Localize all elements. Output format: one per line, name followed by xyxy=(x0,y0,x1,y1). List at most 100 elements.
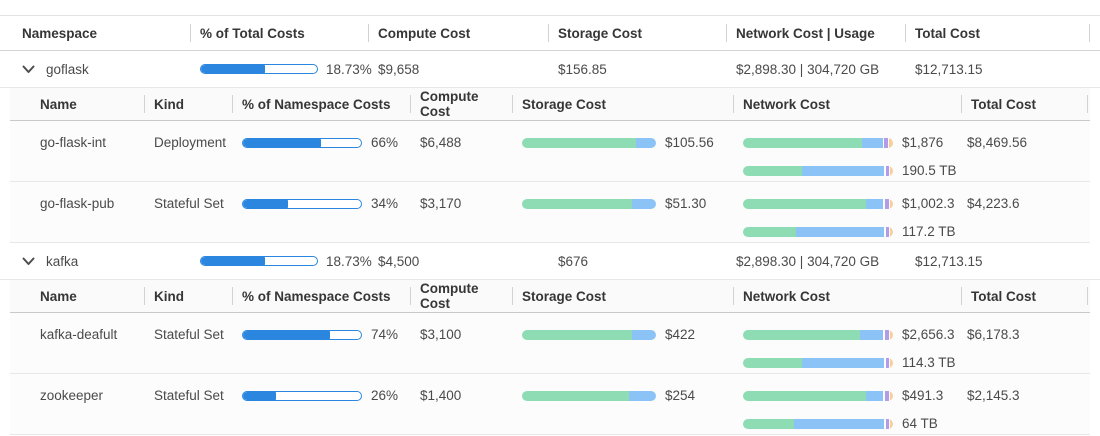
workload-name-cell: zookeeper xyxy=(10,374,144,434)
network-cost-usage-value-cell: $2,898.30 | 304,720 GB xyxy=(726,62,905,77)
workload-name: kafka-deafult xyxy=(40,327,118,342)
namespace-name-cell: kafka xyxy=(12,254,190,269)
bar-fill xyxy=(201,257,265,265)
network-cost-value: $2,656.3 xyxy=(902,327,955,342)
total-cost-value: $8,469.56 xyxy=(967,135,1028,150)
pct-of-total-cell: 18.73% xyxy=(190,62,372,77)
storage-bar-line: $422 xyxy=(522,327,733,342)
chevron-down-icon[interactable] xyxy=(22,65,35,74)
storage-cost-cell: $51.30 xyxy=(512,182,733,242)
storage-cost-value-cell: $676 xyxy=(548,254,726,269)
namespace-name: goflask xyxy=(46,61,89,77)
network-cost-bar xyxy=(743,329,893,340)
workload-kind-cell: Stateful Set xyxy=(144,313,232,373)
bar-segment-orange xyxy=(890,357,893,368)
storage-cost-cell: $254 xyxy=(512,374,733,434)
workload-name: zookeeper xyxy=(40,388,104,403)
workload-kind-cell: Stateful Set xyxy=(144,182,232,242)
network-cost-value: $491.3 xyxy=(902,388,944,403)
total-cost-cell: $4,223.6 xyxy=(961,182,1090,242)
bar-segment-orange xyxy=(890,390,893,401)
namespace-row[interactable]: kafka 18.73% $4,500 $676 $2,898.30 | 304,720… xyxy=(0,243,1100,280)
bar-segment-purple xyxy=(885,165,889,176)
total-cost-cell: $8,469.56 xyxy=(961,121,1090,181)
workload-row: go-flask-int Deployment 66% $6,488 $105.56 $1… xyxy=(10,121,1090,182)
bar-segment-green xyxy=(743,226,796,237)
table-body: goflask 18.73% $9,658 $156.85 $2,898.30 | 30… xyxy=(0,51,1100,435)
nested-header-name: Name xyxy=(40,96,77,112)
storage-cost-value: $156.85 xyxy=(558,61,607,77)
bar-segment-orange xyxy=(890,418,893,429)
bar-segment-blue xyxy=(801,165,884,176)
storage-cost-value: $51.30 xyxy=(665,196,707,211)
workload-name: go-flask-int xyxy=(40,135,107,150)
bar-segment-orange xyxy=(889,137,893,148)
compute-cost-value: $3,100 xyxy=(420,327,462,342)
storage-cost-bar xyxy=(522,198,656,209)
nested-header-total-cost: Total Cost xyxy=(961,88,1090,120)
main-header-pct-of-total-costs: % of Total Costs xyxy=(190,16,368,50)
network-usage-bar xyxy=(743,226,893,237)
network-cost-cell: $1,002.3 117.2 TB xyxy=(733,182,961,242)
workload-row: zookeeper Stateful Set 26% $1,400 $254 $491.3… xyxy=(10,374,1090,435)
bar-segment-blue xyxy=(866,390,884,401)
storage-bar-line: $51.30 xyxy=(522,196,733,211)
total-cost-cell: $6,178.3 xyxy=(961,313,1090,373)
compute-cost-value: $9,658 xyxy=(378,61,420,77)
network-usage-line: 114.3 TB xyxy=(743,355,961,370)
total-cost-value: $4,223.6 xyxy=(967,196,1020,211)
bar-segment-purple xyxy=(885,357,889,368)
storage-cost-value: $676 xyxy=(558,253,589,269)
main-header-storage-cost: Storage Cost xyxy=(548,16,726,50)
pct-of-namespace-value: 34% xyxy=(371,196,399,211)
pct-of-total-cell: 18.73% xyxy=(190,254,372,269)
compute-cost-value: $6,488 xyxy=(420,135,462,150)
bar-segment-green xyxy=(522,329,632,340)
bar-segment-green xyxy=(743,137,862,148)
nested-header-pct-of-namespace-costs: % of Namespace Costs xyxy=(232,88,410,120)
namespace-name-cell: goflask xyxy=(12,62,190,77)
chevron-down-icon[interactable] xyxy=(22,257,35,266)
nested-header-name: Name xyxy=(40,288,77,304)
total-cost-cell: $2,145.3 xyxy=(961,374,1090,434)
network-cost-usage-value: $2,898.30 | 304,720 GB xyxy=(736,61,880,77)
nested-header-compute-cost: Compute Cost xyxy=(410,280,512,312)
namespace-costs-bar xyxy=(242,137,362,148)
bar-segment-blue xyxy=(631,198,656,209)
bar-segment-blue xyxy=(629,390,656,401)
pct-of-namespace-cell: 34% xyxy=(232,182,410,242)
bar-segment-green xyxy=(743,329,860,340)
workloads-section: Name Kind% of Namespace Costs Compute Cost… xyxy=(10,280,1090,435)
pct-of-namespace-cell: 74% xyxy=(232,313,410,373)
bar-segment-blue xyxy=(860,329,884,340)
bar-segment-purple xyxy=(884,198,889,209)
network-cost-cell: $491.3 64 TB xyxy=(733,374,961,434)
pct-of-namespace-cell: 26% xyxy=(232,374,410,434)
main-header-row: Namespace % of Total Costs Compute Cost Sto… xyxy=(0,15,1100,51)
network-usage-bar xyxy=(743,165,893,176)
nested-header-row: Name Kind% of Namespace Costs Compute Cost… xyxy=(10,88,1090,121)
workload-row: kafka-deafult Stateful Set 74% $3,100 $422 $2… xyxy=(10,313,1090,374)
pct-bar-line: 74% xyxy=(242,327,410,342)
main-header-network-cost-usage: Network Cost | Usage xyxy=(726,16,905,50)
storage-cost-bar xyxy=(522,137,656,148)
workload-row: go-flask-pub Stateful Set 34% $3,170 $51.30 $… xyxy=(10,182,1090,243)
nested-header-total-cost: Total Cost xyxy=(961,280,1090,312)
namespace-row[interactable]: goflask 18.73% $9,658 $156.85 $2,898.30 | 30… xyxy=(0,51,1100,88)
compute-cost-cell: $3,170 xyxy=(410,182,512,242)
bar-fill xyxy=(243,138,321,147)
workload-kind: Stateful Set xyxy=(154,327,224,342)
namespace-costs-bar xyxy=(242,390,362,401)
bar-segment-blue xyxy=(794,418,884,429)
network-cost-usage-value-cell: $2,898.30 | 304,720 GB xyxy=(726,254,905,269)
storage-cost-cell: $422 xyxy=(512,313,733,373)
total-cost-value-cell: $12,713.15 xyxy=(905,62,1100,77)
storage-cost-value-cell: $156.85 xyxy=(548,62,726,77)
workload-kind-cell: Deployment xyxy=(144,121,232,181)
bar-segment-green xyxy=(743,198,866,209)
bar-segment-orange xyxy=(890,226,893,237)
bar-segment-blue xyxy=(635,137,656,148)
network-usage-line: 64 TB xyxy=(743,416,961,431)
network-cost-line: $1,002.3 xyxy=(743,196,961,211)
total-cost-value: $6,178.3 xyxy=(967,327,1020,342)
